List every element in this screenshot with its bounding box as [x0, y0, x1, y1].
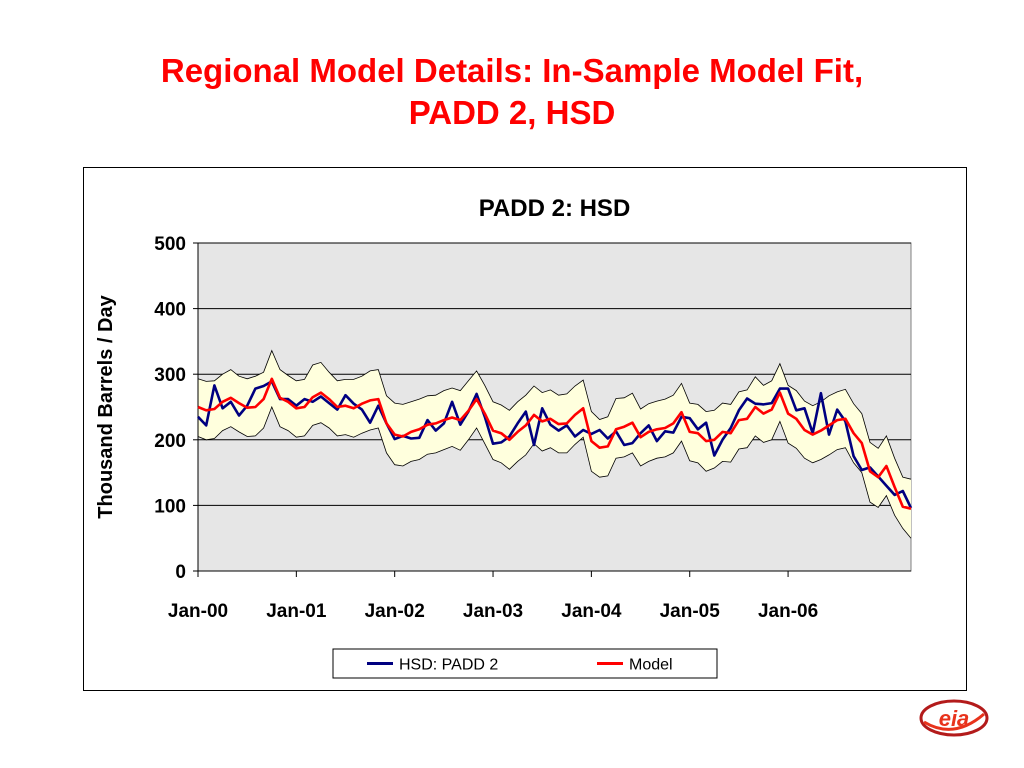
confidence-band [198, 350, 911, 539]
slide-title-line-2: PADD 2, HSD [408, 94, 616, 131]
band-upper-line [197, 349, 912, 480]
slide-title: Regional Model Details: In-Sample Model … [0, 50, 1024, 134]
legend [332, 648, 718, 679]
y-axis-label: Thousand Barrels / Day [95, 294, 117, 518]
chart-title: PADD 2: HSD [479, 195, 631, 222]
x-tick-label: Jan-00 [168, 601, 228, 622]
eia-logo-text: eia [939, 706, 970, 731]
y-tick-label: 200 [154, 431, 186, 452]
eia-logo: eia [919, 699, 989, 737]
slide-title-line-1: Regional Model Details: In-Sample Model … [160, 52, 864, 89]
series-line-hsd-padd2 [197, 380, 913, 509]
y-tick-label: 500 [154, 234, 186, 255]
x-tick-label: Jan-02 [365, 601, 425, 622]
x-tick-label: Jan-05 [660, 601, 721, 622]
chart-frame: PADD 2: HSD 0 100 200 300 400 500 Jan-00 Jan-01 J… [83, 167, 967, 691]
legend-label-hsd-padd2: HSD: PADD 2 [399, 657, 498, 674]
y-tick-label: 400 [154, 300, 186, 321]
y-tick-label: 300 [154, 365, 186, 386]
legend-label-model: Model [629, 657, 673, 674]
x-tick-label: Jan-04 [561, 601, 622, 622]
x-tick-label: Jan-06 [758, 601, 818, 622]
band-lower-line [197, 405, 912, 539]
x-tick-label: Jan-03 [463, 601, 523, 622]
y-tick-label: 0 [175, 562, 186, 583]
series-line-model [197, 377, 912, 510]
chart-svg: PADD 2: HSD 0 100 200 300 400 500 Jan-00 Jan-01 J… [95, 195, 913, 679]
y-tick-label: 100 [154, 496, 186, 517]
x-tick-label: Jan-01 [266, 601, 327, 622]
